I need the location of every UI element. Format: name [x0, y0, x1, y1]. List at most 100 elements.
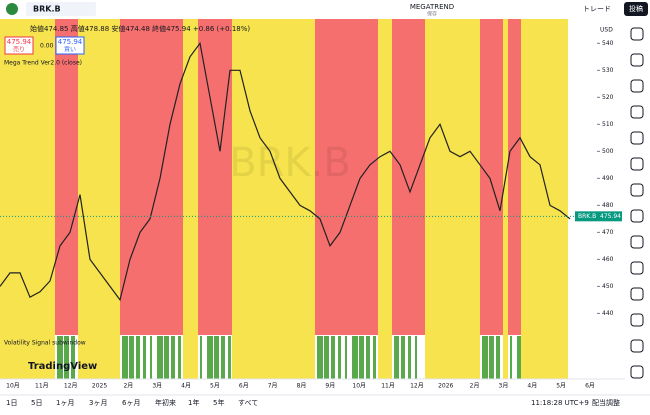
- x-tick-label: 6月: [239, 383, 249, 390]
- post-button[interactable]: [624, 2, 648, 16]
- buy-price[interactable]: 475.94: [58, 38, 83, 46]
- range-button[interactable]: すべて: [238, 399, 258, 407]
- vol-bar: [207, 336, 213, 379]
- sub-band: [232, 335, 315, 379]
- logo: TradingView: [28, 361, 97, 372]
- x-tick-label: 10月: [352, 383, 366, 390]
- range-button[interactable]: 5日: [31, 399, 42, 407]
- toolbar: [0, 0, 650, 19]
- vol-bar: [373, 336, 376, 379]
- subwindow-label: Volatility Signal subwindow: [4, 340, 86, 347]
- y-tick-label: 470: [602, 229, 614, 236]
- y-tick-label: 490: [602, 175, 614, 182]
- y-tick-label: 480: [602, 202, 614, 209]
- range-button[interactable]: 3ヶ月: [89, 399, 107, 407]
- sub-band: [425, 335, 480, 379]
- signal-band: [521, 19, 568, 335]
- symbol-box[interactable]: [26, 2, 96, 16]
- sidebar-icon[interactable]: [630, 105, 644, 119]
- sell-box[interactable]: [4, 36, 34, 55]
- save[interactable]: 保存: [427, 11, 437, 18]
- vol-bar: [221, 336, 225, 379]
- symbol[interactable]: BRK.B: [33, 5, 61, 14]
- vol-bar: [401, 336, 405, 379]
- sidebar-icon[interactable]: [630, 261, 644, 275]
- right-sidebar: [625, 19, 650, 411]
- signal-band: [198, 19, 232, 335]
- signal-band: [480, 19, 503, 335]
- vol-bar: [122, 336, 128, 379]
- x-tick-label: 10月: [6, 383, 20, 390]
- sidebar-icon[interactable]: [630, 339, 644, 353]
- sidebar-icon[interactable]: [630, 365, 644, 379]
- vol-bar: [150, 336, 152, 379]
- sell-price[interactable]: 475.94: [7, 38, 32, 46]
- watermark: BRK.B: [229, 140, 351, 186]
- range-button[interactable]: 年初来: [155, 398, 176, 407]
- vol-bar: [324, 336, 329, 379]
- sidebar-icon[interactable]: [630, 53, 644, 67]
- post[interactable]: 投稿: [629, 4, 643, 13]
- spread: 0.00: [40, 43, 54, 50]
- sidebar-icon[interactable]: [630, 183, 644, 197]
- sidebar-icon[interactable]: [630, 157, 644, 171]
- x-tick-label: 4月: [181, 383, 191, 390]
- y-tick-label: 460: [602, 256, 614, 263]
- buy[interactable]: 買い: [64, 47, 76, 54]
- signal-band: [425, 19, 480, 335]
- buy-box[interactable]: [55, 36, 85, 55]
- vol-bar: [317, 336, 323, 379]
- sidebar-icon[interactable]: [630, 209, 644, 223]
- sell[interactable]: 売り: [13, 46, 25, 54]
- indicator-name[interactable]: MEGATREND: [410, 3, 454, 11]
- avatar[interactable]: [6, 3, 18, 15]
- vol-bar: [394, 336, 399, 379]
- vol-bar: [129, 336, 134, 379]
- x-tick-label: 3月: [499, 383, 509, 390]
- vol-bar: [136, 336, 140, 379]
- signal-band: [315, 19, 378, 335]
- sub-band: [78, 335, 120, 379]
- signal-band: [392, 19, 425, 335]
- x-tick-label: 2月: [123, 383, 133, 390]
- adjust[interactable]: 配当調整: [592, 398, 620, 407]
- sidebar-icon[interactable]: [630, 131, 644, 145]
- sidebar-icon[interactable]: [630, 79, 644, 93]
- x-tick-label: 3月: [152, 383, 162, 390]
- sidebar-icon[interactable]: [630, 287, 644, 301]
- x-tick-label: 9月: [325, 383, 335, 390]
- x-tick-label: 12月: [410, 383, 424, 390]
- sub-band: [521, 335, 568, 379]
- sidebar-icon[interactable]: [630, 235, 644, 249]
- y-tick-label: 510: [602, 121, 614, 128]
- signal-band: [78, 19, 120, 335]
- vol-bar: [57, 336, 63, 379]
- vol-bar: [489, 336, 494, 379]
- clock: 11:18:28 UTC+9: [531, 399, 589, 407]
- ohlc: 始値474.85 高値478.88 安値474.48 終値475.94 +0.8…: [30, 24, 250, 33]
- indicator-label: Mega Trend Ver2.0 (close): [4, 60, 82, 67]
- sub-band: [378, 335, 392, 379]
- range-button[interactable]: 5年: [213, 398, 224, 407]
- vol-bar: [71, 336, 75, 379]
- range-button[interactable]: 1ヶ月: [56, 399, 74, 407]
- range-button[interactable]: 1日: [6, 399, 17, 407]
- x-tick-label: 5月: [210, 383, 220, 390]
- range-button[interactable]: 1年: [188, 398, 199, 407]
- sidebar-icon[interactable]: [630, 27, 644, 41]
- vol-bar: [352, 336, 358, 379]
- vol-bar: [345, 336, 347, 379]
- x-tick-label: 2月: [470, 383, 480, 390]
- sidebar-icon[interactable]: [630, 313, 644, 327]
- vol-bar: [366, 336, 370, 379]
- signal-band: [378, 19, 392, 335]
- vol-bar: [482, 336, 488, 379]
- signal-band: [120, 19, 183, 335]
- range-button[interactable]: 6ヶ月: [122, 399, 140, 407]
- signal-band: [0, 19, 55, 335]
- trade[interactable]: トレード: [583, 5, 611, 13]
- vol-bar: [517, 336, 523, 379]
- signal-band: [183, 19, 198, 335]
- y-tick-label: 520: [602, 94, 614, 101]
